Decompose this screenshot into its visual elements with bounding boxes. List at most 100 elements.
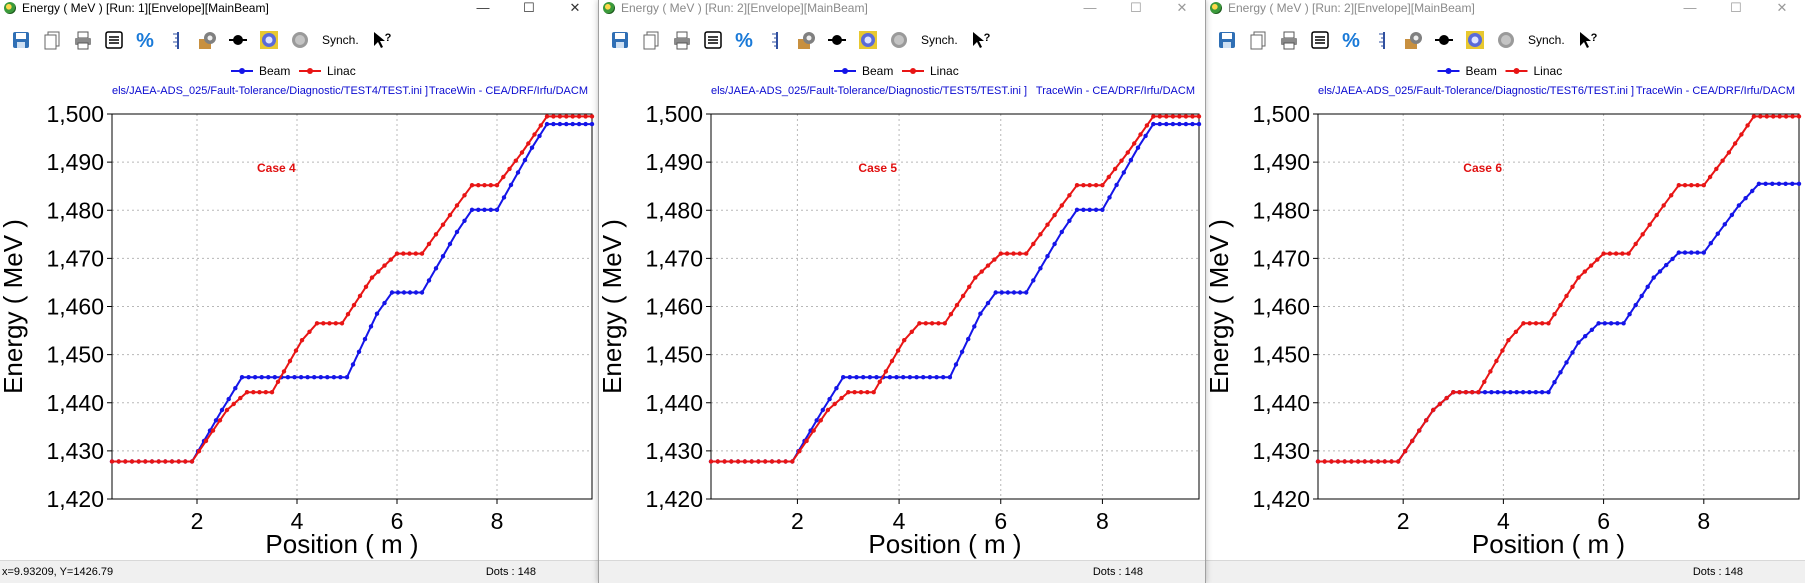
circle-button[interactable]	[884, 26, 913, 54]
maximize-button[interactable]: ☐	[523, 0, 535, 15]
title-bar[interactable]: Energy ( MeV ) [Run: 2][Envelope][MainBe…	[1206, 0, 1805, 16]
help-button[interactable]: ?	[1573, 26, 1602, 54]
data-point	[382, 300, 387, 306]
list-button[interactable]	[1305, 26, 1334, 54]
data-point	[407, 290, 413, 295]
circle-icon	[1497, 32, 1514, 48]
data-point	[576, 114, 582, 119]
energy-chart[interactable]: Beam Linac els/JAEA-ADS_025/Fault-Toleranc…	[0, 58, 598, 561]
energy-chart[interactable]: Beam Linac els/JAEA-ADS_025/Fault-Toleranc…	[599, 58, 1205, 561]
circle-button[interactable]	[285, 26, 314, 54]
minimize-button[interactable]: —	[1083, 0, 1097, 15]
marker-button[interactable]	[822, 26, 851, 54]
title-bar[interactable]: Energy ( MeV ) [Run: 2][Envelope][MainBe…	[599, 0, 1205, 16]
synch-button[interactable]: Synch.	[322, 33, 359, 47]
settings-button[interactable]	[1398, 26, 1427, 54]
data-point	[1431, 407, 1436, 413]
data-point	[992, 257, 997, 262]
settings-button[interactable]	[791, 26, 820, 54]
window-case-6[interactable]: Energy ( MeV ) [Run: 2][Envelope][MainBe…	[1206, 0, 1805, 583]
circle-button[interactable]	[1491, 26, 1520, 54]
print-button[interactable]	[1274, 26, 1303, 54]
data-point	[1355, 459, 1361, 464]
data-point	[109, 459, 115, 464]
window-case-5[interactable]: Energy ( MeV ) [Run: 2][Envelope][MainBe…	[598, 0, 1206, 583]
percent-button[interactable]: %	[729, 26, 758, 54]
save-button[interactable]	[1212, 26, 1241, 54]
percent-button[interactable]: %	[130, 26, 159, 54]
data-point	[369, 275, 375, 280]
image-button[interactable]	[254, 26, 283, 54]
list-button[interactable]	[698, 26, 727, 54]
data-point	[1463, 390, 1468, 395]
data-point	[1143, 133, 1148, 139]
percent-button[interactable]: %	[1336, 26, 1365, 54]
print-icon	[1280, 31, 1297, 50]
data-point	[942, 321, 947, 326]
print-button[interactable]	[667, 26, 696, 54]
close-button[interactable]: ✕	[1176, 0, 1188, 15]
maximize-button[interactable]: ☐	[1730, 0, 1742, 15]
close-button[interactable]: ✕	[569, 0, 581, 15]
energy-chart[interactable]: Beam Linac els/JAEA-ADS_025/Fault-Toleranc…	[1206, 58, 1805, 561]
data-point	[1576, 275, 1581, 280]
data-point	[769, 459, 775, 464]
data-point	[1482, 390, 1488, 395]
data-point	[1500, 348, 1505, 353]
save-button[interactable]	[605, 26, 634, 54]
image-button[interactable]	[1460, 26, 1489, 54]
copy-button[interactable]	[1243, 26, 1272, 54]
maximize-button[interactable]: ☐	[1130, 0, 1142, 15]
data-point	[462, 218, 467, 223]
data-point	[169, 459, 175, 464]
chart-area[interactable]: Beam Linac els/JAEA-ADS_025/Fault-Toleranc…	[599, 58, 1205, 561]
data-point	[433, 232, 439, 237]
svg-text:%: %	[735, 30, 753, 51]
list-button[interactable]	[99, 26, 128, 54]
data-point	[1701, 250, 1706, 255]
minimize-button[interactable]: —	[476, 0, 490, 15]
copy-button[interactable]	[636, 26, 665, 54]
data-point	[1758, 114, 1763, 119]
status-bar: Dots : 148	[1206, 560, 1805, 583]
data-point	[948, 312, 954, 317]
data-point	[1714, 166, 1719, 172]
data-point	[1151, 114, 1156, 119]
print-button[interactable]	[68, 26, 97, 54]
image-button[interactable]	[853, 26, 882, 54]
data-point	[1121, 170, 1126, 175]
close-button[interactable]: ✕	[1776, 0, 1788, 15]
y-tick-label: 1,460	[1252, 294, 1310, 320]
settings-button[interactable]	[192, 26, 221, 54]
ruler-button[interactable]	[161, 26, 190, 54]
window-case-4[interactable]: Energy ( MeV ) [Run: 1][Envelope][MainBe…	[0, 0, 598, 583]
save-button[interactable]	[6, 26, 35, 54]
data-point	[1451, 390, 1456, 395]
data-point	[426, 241, 432, 247]
data-point	[973, 275, 978, 280]
data-point	[735, 459, 741, 464]
chart-area[interactable]: Beam Linac els/JAEA-ADS_025/Fault-Toleranc…	[0, 58, 598, 561]
chart-area[interactable]: Beam Linac els/JAEA-ADS_025/Fault-Toleranc…	[1206, 58, 1805, 561]
help-button[interactable]: ?	[367, 26, 396, 54]
ruler-button[interactable]	[1367, 26, 1396, 54]
data-point	[1031, 241, 1036, 247]
help-button[interactable]: ?	[966, 26, 995, 54]
data-point	[176, 459, 181, 464]
data-point	[985, 300, 991, 306]
data-point	[1382, 459, 1387, 464]
data-point	[883, 369, 889, 374]
marker-button[interactable]	[1429, 26, 1458, 54]
data-point	[389, 290, 395, 295]
data-point	[1676, 183, 1681, 188]
marker-button[interactable]	[223, 26, 252, 54]
title-bar[interactable]: Energy ( MeV ) [Run: 1][Envelope][MainBe…	[0, 0, 598, 16]
minimize-button[interactable]: —	[1683, 0, 1697, 15]
data-point	[544, 121, 550, 127]
synch-button[interactable]: Synch.	[921, 33, 958, 47]
data-point	[1100, 183, 1105, 188]
synch-button[interactable]: Synch.	[1528, 33, 1565, 47]
copy-button[interactable]	[37, 26, 66, 54]
ruler-button[interactable]	[760, 26, 789, 54]
data-point	[858, 390, 864, 395]
